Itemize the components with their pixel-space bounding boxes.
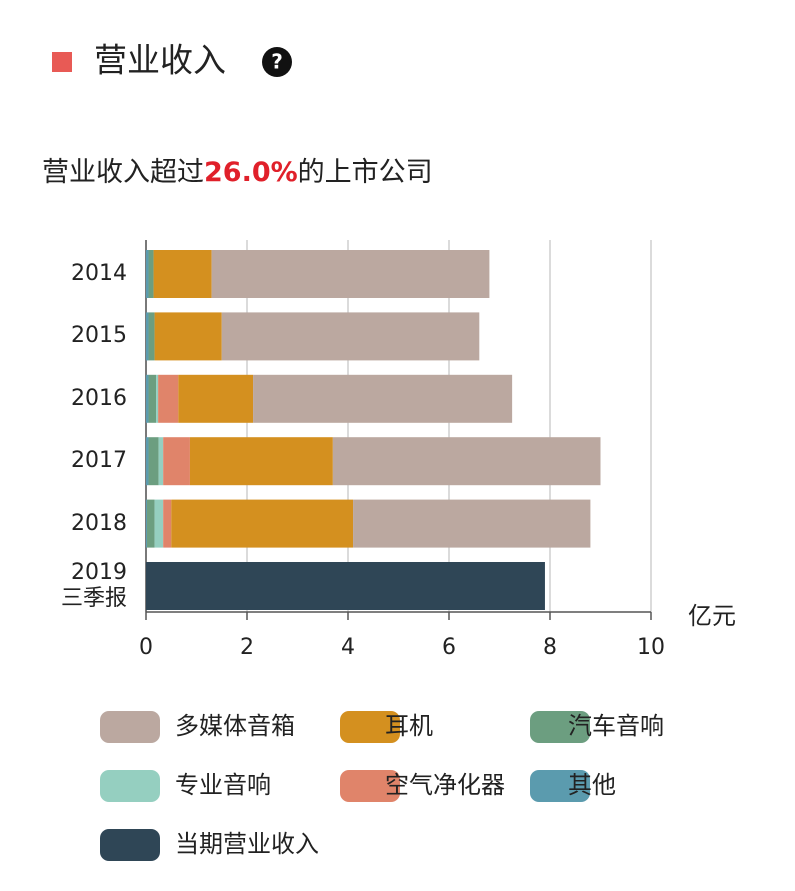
legend-swatch <box>100 770 160 802</box>
bar-segment <box>148 312 155 361</box>
legend-swatch <box>530 711 590 743</box>
x-unit: 亿元 <box>688 602 736 630</box>
bar-segment <box>154 312 222 361</box>
chart-title: 营业收入 <box>94 41 226 80</box>
legend-swatch <box>100 711 160 743</box>
legend-swatch <box>340 711 400 743</box>
x-tick-label: 2 <box>240 635 254 660</box>
legend-swatch <box>100 829 160 861</box>
title-marker <box>52 52 72 72</box>
bar-segment <box>146 312 149 361</box>
bar-segment <box>148 374 157 423</box>
bar-segment <box>146 499 148 548</box>
bar-segment <box>146 562 545 610</box>
bar-segment <box>156 374 159 423</box>
bar-segment <box>154 499 164 548</box>
y-tick-label: 2014 <box>71 261 127 286</box>
y-tick-label: 2019 三季报 <box>60 560 127 611</box>
subtitle-suffix: 的上市公司 <box>298 157 433 188</box>
legend-swatch <box>340 770 400 802</box>
bar-segment <box>146 250 149 298</box>
bar-segment <box>178 374 254 423</box>
y-tick-label: 2015 <box>71 323 127 349</box>
bar-segment <box>163 437 190 486</box>
x-tick-label: 8 <box>543 635 557 660</box>
legend-label: 耳机 <box>385 712 433 740</box>
legend-label: 多媒体音箱 <box>175 712 295 740</box>
legend-label: 其他 <box>568 771 616 799</box>
bar-segment <box>171 499 354 548</box>
bar-segment <box>189 437 333 486</box>
bar-segment <box>146 437 149 486</box>
legend-label: 专业音响 <box>175 771 271 799</box>
legend-label: 空气净化器 <box>385 771 505 799</box>
x-tick-label: 4 <box>341 635 355 660</box>
x-tick-label: 10 <box>637 635 665 660</box>
bar-segment <box>158 374 179 423</box>
subtitle-prefix: 营业收入超过 <box>42 157 204 188</box>
y-tick-label: 2018 <box>71 510 127 536</box>
bar-segment <box>211 250 490 298</box>
bar-segment <box>153 250 212 298</box>
bar-segment <box>332 437 601 486</box>
bar-segment <box>353 499 591 548</box>
bar-segment <box>253 374 513 423</box>
legend-swatch <box>530 770 590 802</box>
bar-segment <box>147 499 155 548</box>
subtitle: 营业收入超过26.0%的上市公司 <box>42 157 433 188</box>
help-icon[interactable] <box>262 47 292 77</box>
bar-segment <box>221 312 480 361</box>
x-tick-label: 6 <box>442 635 456 660</box>
bar-segment <box>148 437 159 486</box>
bar-segment <box>146 374 149 423</box>
help-icon-mark: ? <box>271 50 283 74</box>
legend-label: 当期营业收入 <box>175 830 319 858</box>
y-tick-label: 2017 <box>71 448 127 474</box>
y-tick-label: 2016 <box>71 385 127 411</box>
bar-segment <box>158 437 164 486</box>
bar-segment <box>163 499 172 548</box>
x-tick-label: 0 <box>139 635 153 660</box>
bar-segment <box>148 250 154 298</box>
subtitle-highlight: 26.0% <box>204 157 298 188</box>
legend-label: 汽车音响 <box>568 712 664 740</box>
